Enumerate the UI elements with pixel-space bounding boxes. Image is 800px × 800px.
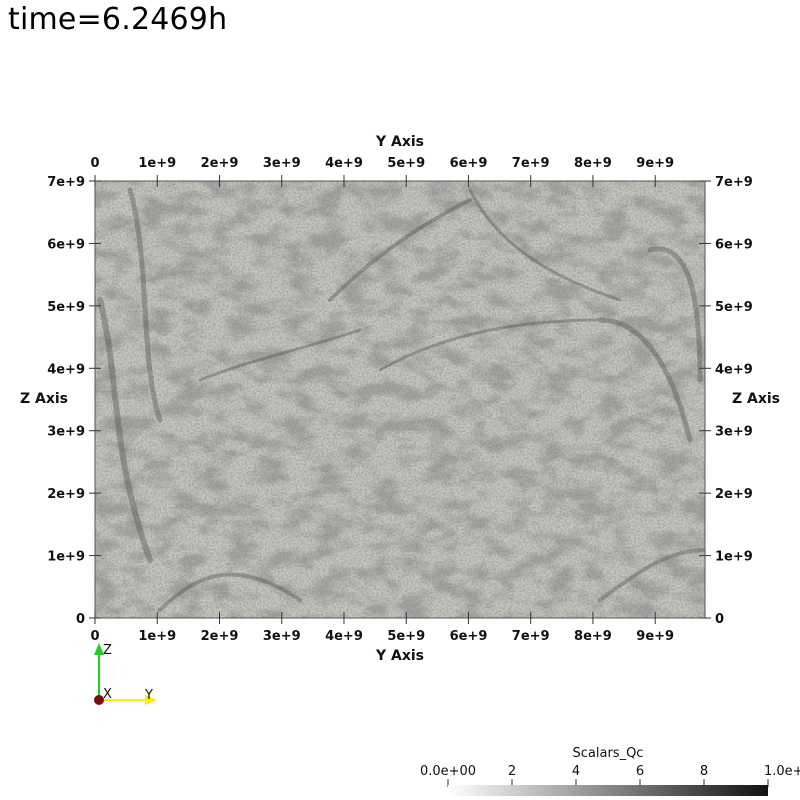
z-axis-title-left: Z Axis [20,391,68,407]
y-tick-label-top: 0 [90,156,99,171]
y-tick-label-bottom: 9e+9 [636,629,674,644]
y-axis-title-bottom: Y Axis [375,648,424,664]
y-tick-label-bottom: 4e+9 [325,629,363,644]
y-tick-label-bottom: 6e+9 [450,629,488,644]
y-tick-label-bottom: 2e+9 [201,629,239,644]
z-tick-label-left: 7e+9 [47,175,85,190]
orientation-triad: Z X Y [94,643,157,705]
triad-z-arrow [94,643,104,655]
triad-y-label: Y [144,688,153,703]
z-axis-left: 0 1e+9 2e+9 3e+9 4e+9 5e+9 6e+9 7e+9 [47,175,101,627]
colorbar-label: 6 [636,764,644,779]
y-tick-label-bottom: 5e+9 [387,629,425,644]
z-tick-label-left: 5e+9 [47,300,85,315]
z-tick-label-right: 4e+9 [715,362,753,377]
y-tick-label-bottom: 0 [90,629,99,644]
z-tick-label-right: 2e+9 [715,487,753,502]
y-tick-label-bottom: 1e+9 [138,629,176,644]
triad-y-arrow [145,695,157,705]
z-tick-label-right: 0 [715,612,724,627]
y-tick-label-top: 3e+9 [263,156,301,171]
colorbar-label: 4 [572,764,580,779]
z-tick-label-left: 6e+9 [47,237,85,252]
y-tick-label-top: 8e+9 [574,156,612,171]
y-tick-label-top: 5e+9 [387,156,425,171]
z-tick-label-right: 3e+9 [715,425,753,440]
y-tick-label-top: 4e+9 [325,156,363,171]
time-label: time=6.2469h [8,2,228,37]
colorbar-label: 2 [508,764,516,779]
colorbar-label: 1.0e+01 [764,764,800,779]
y-axis-top: 0 1e+9 2e+9 3e+9 4e+9 5e+9 6e+9 7e+9 8e+9 9e+9 [90,156,674,187]
z-tick-label-right: 7e+9 [715,175,753,190]
z-tick-label-left: 4e+9 [47,362,85,377]
colorbar-label: 8 [700,764,708,779]
z-tick-label-left: 2e+9 [47,487,85,502]
z-tick-label-right: 1e+9 [715,550,753,565]
z-tick-label-left: 1e+9 [47,550,85,565]
y-tick-label-top: 2e+9 [201,156,239,171]
triad-x-label: X [103,687,112,702]
colorbar-gradient [448,785,768,796]
z-tick-label-right: 6e+9 [715,237,753,252]
z-tick-label-left: 0 [76,612,85,627]
z-tick-label-right: 5e+9 [715,300,753,315]
y-axis-bottom: 0 1e+9 2e+9 3e+9 4e+9 5e+9 6e+9 7e+9 8e+9 9e+9 [90,612,674,644]
field-image [95,181,705,618]
z-tick-label-left: 3e+9 [47,425,85,440]
y-tick-label-bottom: 3e+9 [263,629,301,644]
y-axis-title-top: Y Axis [375,134,424,150]
colorbar-title: Scalars_Qc [573,746,644,761]
y-tick-label-top: 1e+9 [138,156,176,171]
y-tick-label-bottom: 7e+9 [512,629,550,644]
y-tick-label-top: 7e+9 [512,156,550,171]
y-tick-label-top: 9e+9 [636,156,674,171]
triad-x-origin [94,695,104,705]
plot-frame [94,180,706,619]
triad-z-label: Z [103,643,112,658]
y-tick-label-bottom: 8e+9 [574,629,612,644]
z-axis-title-right: Z Axis [732,391,780,407]
colorbar: Scalars_Qc 0.0e+00 2 4 6 8 1.0e+01 [420,746,800,796]
y-tick-label-top: 6e+9 [450,156,488,171]
colorbar-label: 0.0e+00 [420,764,476,779]
z-axis-right: 0 1e+9 2e+9 3e+9 4e+9 5e+9 6e+9 7e+9 [699,175,753,627]
